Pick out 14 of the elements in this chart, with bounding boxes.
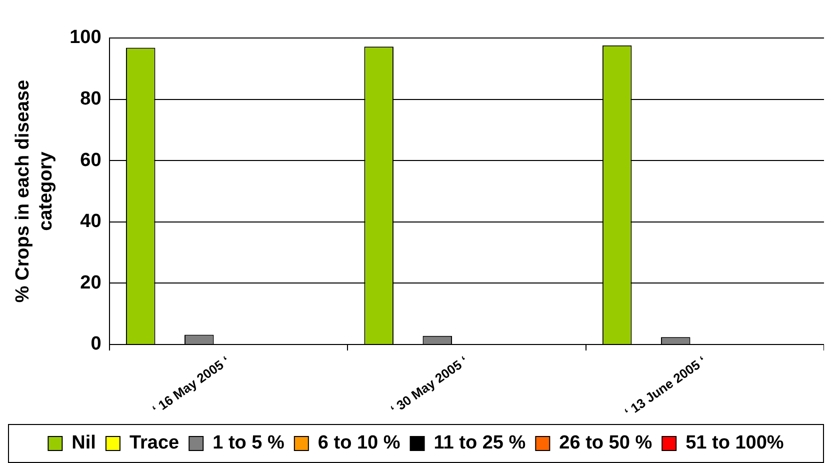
legend-label: Nil [72, 432, 96, 454]
y-tick-label: 40 [80, 211, 102, 232]
legend-label: 11 to 25 % [434, 432, 526, 454]
legend-label: 6 to 10 % [318, 432, 400, 454]
legend-label: Trace [129, 432, 180, 454]
y-tick-label: 0 [90, 334, 102, 355]
y-tick-label: 20 [80, 272, 102, 294]
y-axis-title: % Crops in each disease category [12, 80, 56, 303]
y-tick-label: 60 [80, 150, 102, 171]
legend-label: 1 to 5 % [212, 432, 285, 454]
legend-label: 51 to 100% [686, 432, 784, 454]
legend-label: 26 to 50 % [559, 432, 652, 454]
y-tick-label: 100 [70, 27, 102, 48]
y-tick-label: 80 [80, 88, 102, 110]
